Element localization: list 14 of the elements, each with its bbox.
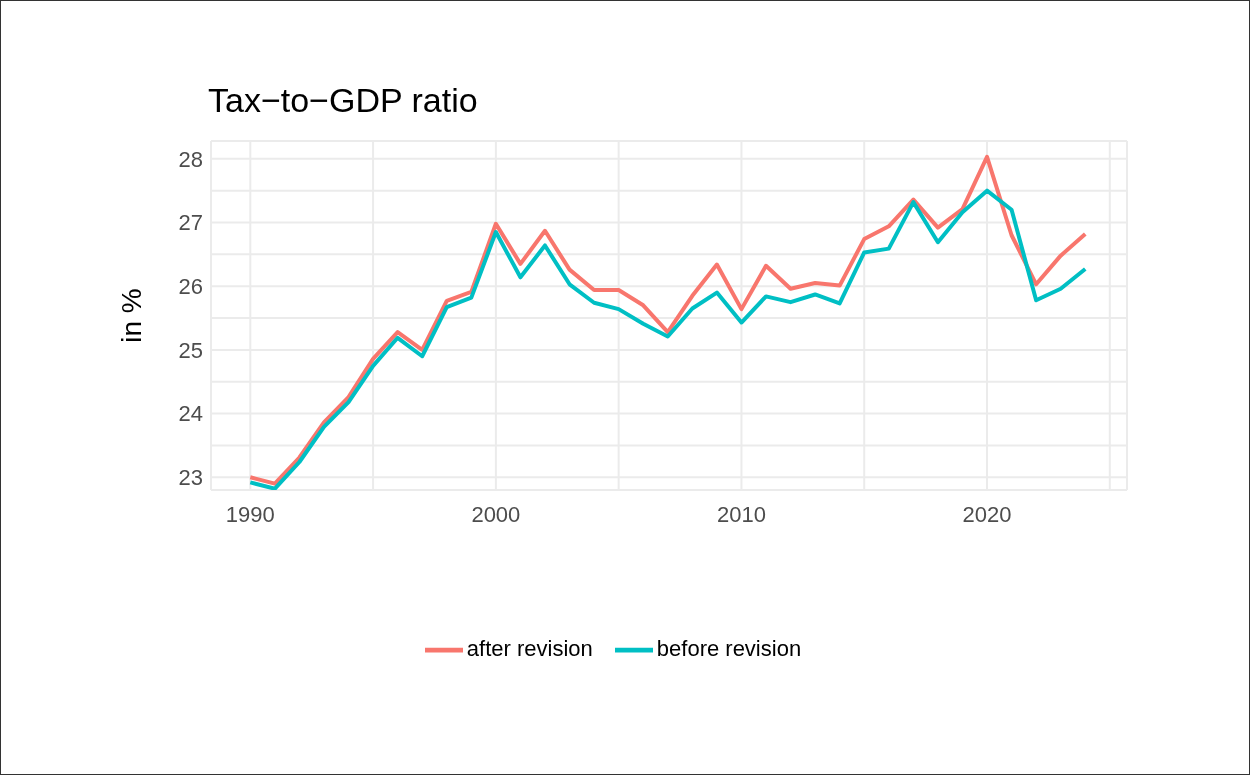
y-tick-label: 25 [178, 337, 203, 363]
y-tick-label: 27 [178, 210, 203, 236]
legend-label: before revision [656, 635, 802, 661]
x-tick-label: 2010 [716, 501, 766, 527]
x-tick-label: 2020 [962, 501, 1012, 527]
x-tick-label: 2000 [471, 501, 521, 527]
y-tick-label: 24 [178, 401, 203, 427]
y-tick-label: 28 [178, 146, 203, 172]
legend-label: after revision [466, 635, 593, 661]
y-axis-title: in % [115, 288, 147, 343]
x-tick-label: 1990 [225, 501, 275, 527]
y-tick-label: 23 [178, 465, 203, 491]
chart-title: Tax−to−GDP ratio [208, 81, 478, 120]
y-tick-label: 26 [178, 274, 203, 300]
